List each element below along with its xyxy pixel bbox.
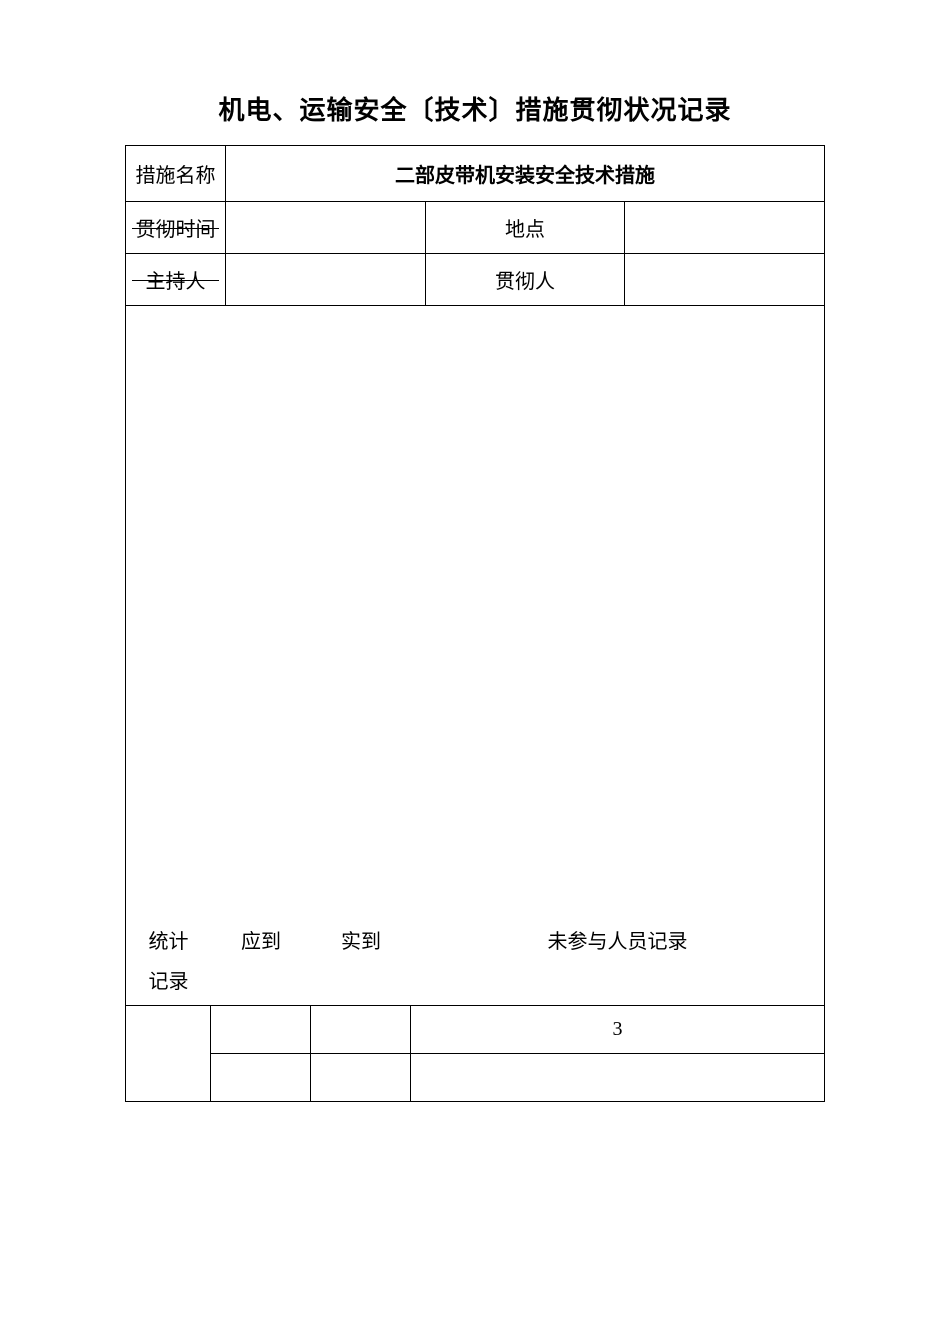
- row-host: 主持人 贯彻人: [126, 254, 825, 306]
- label-stats-line2: 记录: [149, 971, 189, 993]
- bottom-row-1: 3: [126, 1005, 825, 1053]
- bottom-cell-2-2: [211, 1053, 311, 1101]
- value-host: [226, 254, 426, 306]
- page-title: 机电、运输安全〔技术〕措施贯彻状况记录: [125, 90, 825, 127]
- label-implementer: 贯彻人: [425, 254, 625, 306]
- value-implement-time: [226, 202, 426, 254]
- value-measure-name: 二部皮带机安装安全技术措施: [226, 146, 825, 202]
- label-absent-record: 未参与人员记录: [411, 916, 824, 1006]
- record-table: 措施名称 二部皮带机安装安全技术措施 贯彻时间 地点 主持人 贯彻人 统计: [125, 145, 825, 1006]
- page-number-cell: 3: [411, 1005, 825, 1053]
- value-implementer: [625, 254, 825, 306]
- row-implement-time: 贯彻时间 地点: [126, 202, 825, 254]
- row-measure-name: 措施名称 二部皮带机安装安全技术措施: [126, 146, 825, 202]
- row-big-blank: [126, 306, 825, 916]
- bottom-cell-2-3: [311, 1053, 411, 1101]
- label-location: 地点: [425, 202, 625, 254]
- label-expected: 应到: [211, 916, 311, 1006]
- value-location: [625, 202, 825, 254]
- bottom-cell-1-3: [311, 1005, 411, 1053]
- blank-content-area: [126, 306, 825, 916]
- label-actual: 实到: [311, 916, 411, 1006]
- bottom-row-2: [126, 1053, 825, 1101]
- bottom-cell-2-4: [411, 1053, 825, 1101]
- label-stats-line1: 统计: [149, 931, 189, 953]
- bottom-cell-1-1: [126, 1005, 211, 1101]
- bottom-grid: 3: [125, 1005, 825, 1102]
- bottom-cell-1-2: [211, 1005, 311, 1053]
- row-stats-header: 统计 记录 应到 实到 未参与人员记录: [126, 916, 825, 1006]
- page-number-text: 3: [613, 1018, 623, 1040]
- label-host: 主持人: [126, 254, 226, 306]
- document-body: 机电、运输安全〔技术〕措施贯彻状况记录 措施名称 二部皮带机安装安全技术措施 贯…: [0, 0, 950, 1102]
- label-implement-time: 贯彻时间: [126, 202, 226, 254]
- label-measure-name: 措施名称: [126, 146, 226, 202]
- label-stats-record: 统计 记录: [126, 916, 211, 1006]
